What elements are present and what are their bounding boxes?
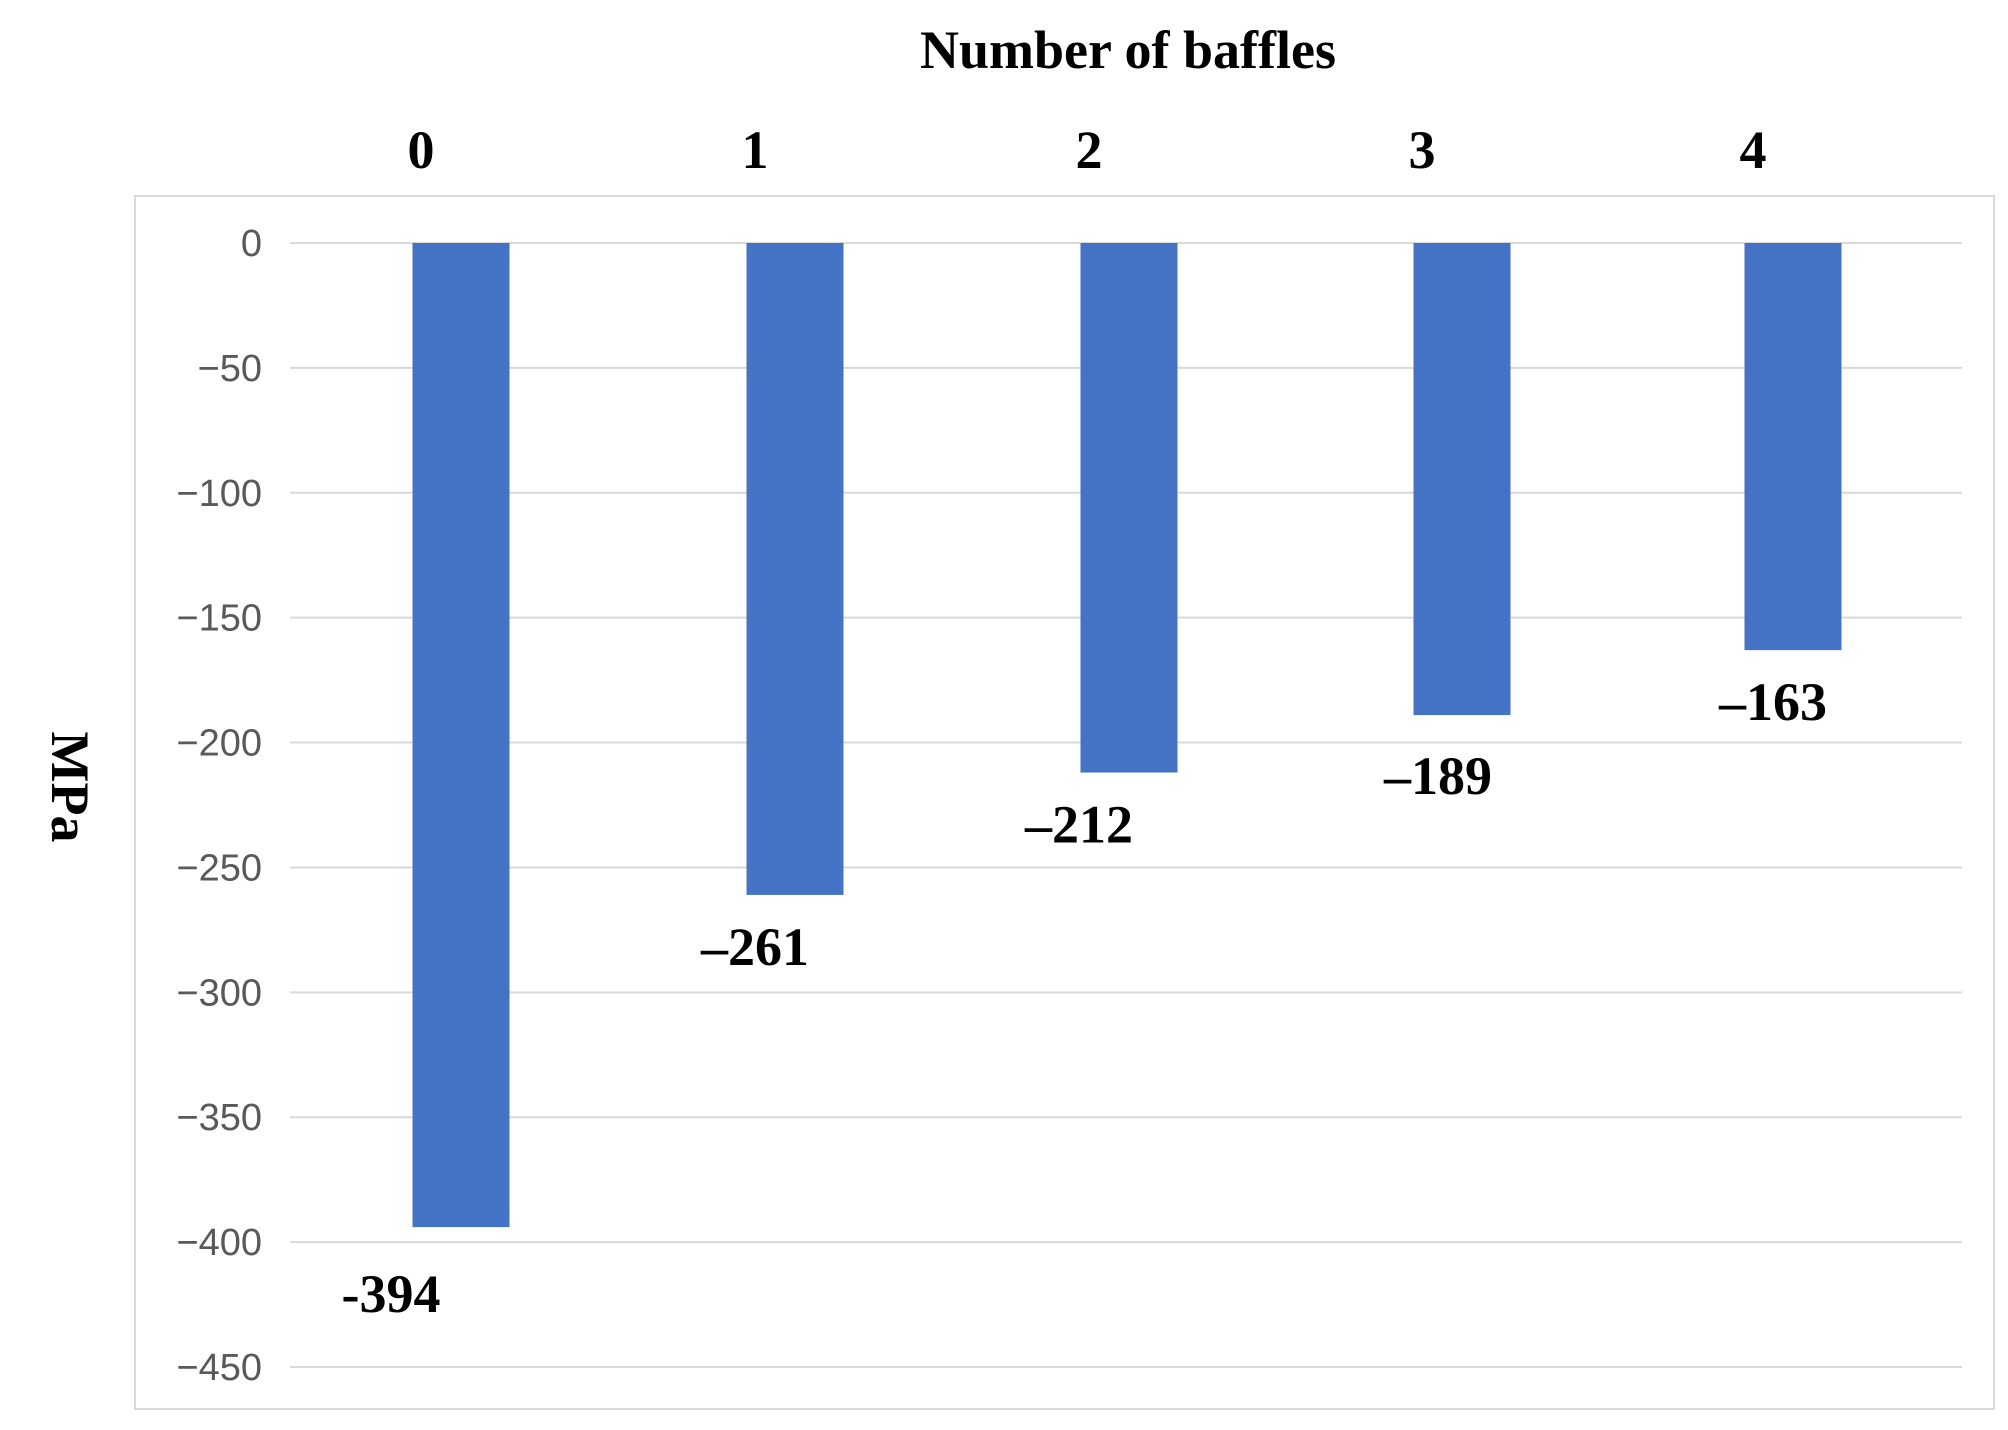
y-tick-label: −450 — [176, 1347, 262, 1389]
x-tick-label: 0 — [408, 120, 435, 180]
y-tick-label: −150 — [176, 598, 262, 640]
bar — [1413, 243, 1511, 716]
y-tick-label: 0 — [241, 223, 262, 265]
bar — [1744, 243, 1842, 651]
data-label: –261 — [700, 917, 809, 977]
y-tick-label: −200 — [176, 723, 262, 765]
y-tick-label: −50 — [198, 348, 262, 390]
y-tick-label: −100 — [176, 473, 262, 515]
bar — [746, 243, 844, 895]
y-tick-label: −400 — [176, 1222, 262, 1264]
bar — [1080, 243, 1178, 773]
data-label: –212 — [1024, 795, 1133, 855]
y-axis-title: MPa — [40, 732, 100, 843]
data-label: -394 — [342, 1264, 441, 1324]
x-tick-label: 4 — [1740, 120, 1767, 180]
y-tick-label: −250 — [176, 847, 262, 889]
data-label: –189 — [1383, 746, 1492, 806]
bar — [412, 243, 510, 1228]
y-axis-ticks: 0 −50 −100 −150 −200 −250 −300 −350 −400 −450 — [176, 223, 262, 1389]
x-tick-label: 2 — [1076, 120, 1103, 180]
y-tick-label: −350 — [176, 1097, 262, 1139]
data-labels: -394 –261 –212 –189 –163 — [342, 672, 1827, 1324]
x-axis-ticks: 0 1 2 3 4 — [408, 120, 1767, 180]
plot-area — [134, 195, 1995, 1410]
gridlines — [290, 242, 1962, 1368]
y-tick-label: −300 — [176, 972, 262, 1014]
bars — [412, 243, 1842, 1228]
x-tick-label: 1 — [742, 120, 769, 180]
x-tick-label: 3 — [1409, 120, 1436, 180]
x-axis-title: Number of baffles — [920, 20, 1336, 80]
data-label: –163 — [1718, 672, 1827, 732]
